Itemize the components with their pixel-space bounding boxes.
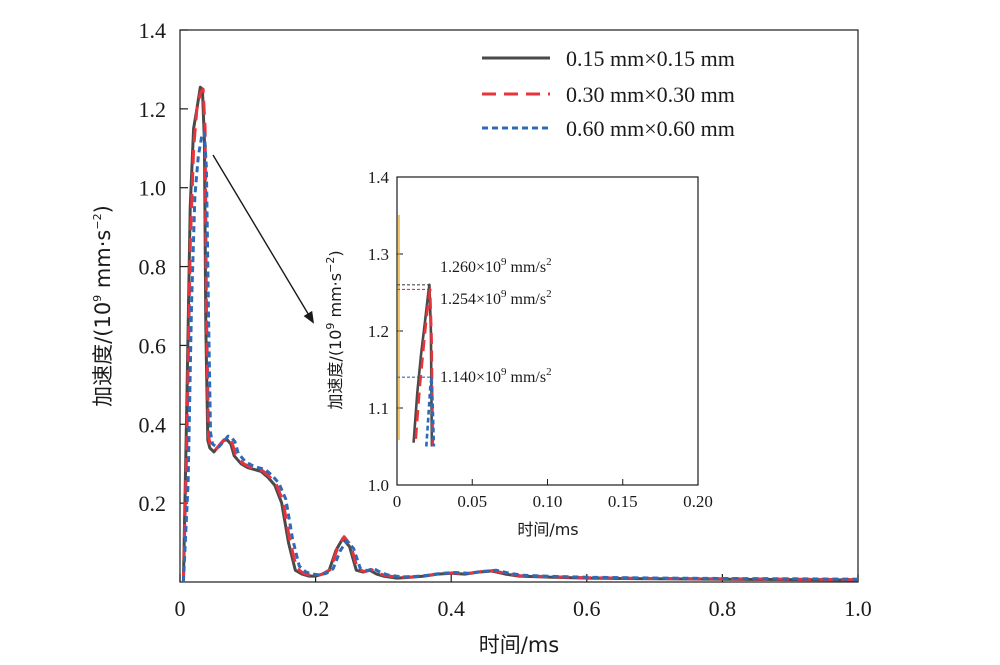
main-x-ticks: 0 0.2 0.4 0.6 0.8 1.0 xyxy=(175,574,872,621)
main-y-tick-label: 0.6 xyxy=(139,333,167,358)
inset-x-ticks: 0 0.05 0.10 0.15 0.20 xyxy=(393,479,713,511)
main-y-tick-label: 1.4 xyxy=(139,18,167,43)
main-y-tick-label: 0.4 xyxy=(139,412,167,437)
inset-y-tick-label: 1.0 xyxy=(368,476,389,495)
main-plot-frame xyxy=(179,29,859,583)
inset-annotations: 1.260×109 mm/s2 1.254×109 mm/s2 1.140×109 … xyxy=(440,256,552,386)
main-series-line-1 xyxy=(181,87,859,583)
inset-annotation-0: 1.260×109 mm/s2 xyxy=(440,256,552,276)
main-x-tick-label: 0.8 xyxy=(709,596,737,621)
main-x-tick-label: 0 xyxy=(175,596,186,621)
inset-x-tick-label: 0 xyxy=(393,492,402,511)
legend-label-2: 0.60 mm×0.60 mm xyxy=(566,116,735,141)
inset-y-axis-title: 加速度/(109 mm·s−2) xyxy=(324,250,345,409)
inset-x-axis-title: 时间/ms xyxy=(517,520,578,539)
main-y-tick-label: 1.2 xyxy=(139,97,167,122)
legend: 0.15 mm×0.15 mm 0.30 mm×0.30 mm 0.60 mm×… xyxy=(482,46,735,141)
main-x-tick-label: 1.0 xyxy=(844,596,872,621)
main-y-axis-title: 加速度/(109 mm·s−2) xyxy=(91,205,115,407)
main-y-tick-label: 1.0 xyxy=(139,176,167,201)
inset-series-line-2 xyxy=(425,375,436,447)
main-x-tick-label: 0.6 xyxy=(573,596,601,621)
zoom-arrow xyxy=(212,154,315,324)
main-y-ticks: 0.2 0.4 0.6 0.8 1.0 1.2 1.4 xyxy=(139,18,188,516)
inset-y-tick-label: 1.1 xyxy=(368,399,389,418)
inset-y-tick-label: 1.3 xyxy=(368,245,389,264)
inset-x-tick-label: 0.20 xyxy=(683,492,713,511)
main-x-tick-label: 0.2 xyxy=(302,596,330,621)
inset-plot: 1.0 1.1 1.2 1.3 1.4 0 0.05 0.10 0.15 0.20 1.260×… xyxy=(324,168,713,539)
inset-annotation-1: 1.254×109 mm/s2 xyxy=(440,288,552,308)
inset-series-line-1 xyxy=(414,288,435,447)
inset-x-tick-label: 0.10 xyxy=(533,492,563,511)
inset-y-tick-label: 1.2 xyxy=(368,322,389,341)
main-y-tick-label: 0.8 xyxy=(139,255,167,280)
inset-guide-lines xyxy=(397,284,431,378)
main-series-line-2 xyxy=(181,131,859,583)
inset-annotation-2: 1.140×109 mm/s2 xyxy=(440,366,552,386)
main-x-tick-label: 0.4 xyxy=(437,596,465,621)
legend-label-1: 0.30 mm×0.30 mm xyxy=(566,82,735,107)
inset-x-tick-label: 0.15 xyxy=(608,492,638,511)
inset-background xyxy=(397,177,698,485)
inset-series-group xyxy=(412,283,436,447)
main-x-axis-title: 时间/ms xyxy=(479,633,559,657)
inset-y-ticks: 1.0 1.1 1.2 1.3 1.4 xyxy=(368,168,403,495)
main-y-tick-label: 0.2 xyxy=(139,491,167,516)
inset-x-tick-label: 0.05 xyxy=(457,492,487,511)
legend-label-0: 0.15 mm×0.15 mm xyxy=(566,46,735,71)
inset-y-tick-label: 1.4 xyxy=(368,168,390,187)
main-series-group xyxy=(181,85,859,583)
main-plot: 0.2 0.4 0.6 0.8 1.0 1.2 1.4 0 0.2 0.4 0.6 0.8 1.0 时… xyxy=(91,18,872,657)
